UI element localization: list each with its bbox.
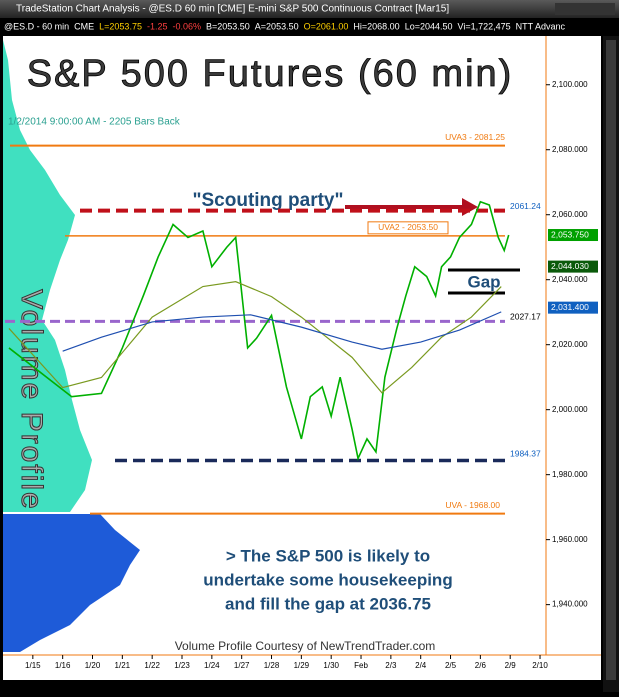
annotation: "Scouting party" [192,190,343,211]
price-line [62,311,502,352]
price-marker [548,260,598,273]
annotation: > The S&P 500 is likely to [226,546,430,565]
info-item: -0.06% [172,21,201,31]
scroll-thumb[interactable] [606,40,616,680]
price-marker-label: 2,053.750 [551,229,589,239]
info-item: Hi=2068.00 [353,21,399,31]
info-item: @ES.D - 60 min [4,21,69,31]
volume-profile [3,514,140,652]
x-tick-label: 1/15 [25,661,41,670]
x-tick-label: 1/22 [144,661,160,670]
info-bar [0,18,619,36]
x-tick-label: 2/10 [532,661,548,670]
info-item: O=2061.00 [304,21,349,31]
price-line [8,200,510,461]
info-item: Lo=2044.50 [405,21,453,31]
annotation: and fill the gap at 2036.75 [225,594,431,613]
x-tick-label: 1/30 [323,661,339,670]
window-title: TradeStation Chart Analysis - @ES.D 60 m… [16,4,449,15]
price-line [8,281,502,394]
credit: Volume Profile Courtesy of NewTrendTrade… [175,639,436,653]
x-tick-label: 1/27 [234,661,250,670]
x-tick-label: 2/3 [385,661,397,670]
window-buttons[interactable] [555,3,615,15]
level-label: 2061.24 [510,201,541,211]
price-marker [548,301,598,314]
x-tick-label: 1/16 [55,661,71,670]
x-tick-label: 2/9 [505,661,517,670]
x-tick-label: 2/6 [475,661,487,670]
y-tick-label: 1,940.000 [552,600,588,609]
y-tick-label: 2,100.000 [552,80,588,89]
x-tick-label: Feb [354,661,368,670]
level-label: UVA - 1968.00 [445,500,500,510]
info-item: Vi=1,722,475 [458,21,511,31]
x-tick-label: 1/29 [294,661,310,670]
info-item: A=2053.50 [255,21,299,31]
chart-title: S&P 500 Futures (60 min) [27,53,514,95]
info-item: CME [74,21,94,31]
info-item: B=2053.50 [206,21,250,31]
x-tick-label: 2/5 [445,661,457,670]
price-marker [548,229,598,242]
y-tick-label: 2,020.000 [552,340,588,349]
arrow [345,198,478,216]
volume-profile [3,40,92,512]
y-tick-label: 2,000.000 [552,405,588,414]
annotation: undertake some housekeeping [203,570,452,589]
title-bar [0,0,619,18]
info-item: NTT Advanc [516,21,566,31]
price-marker-label: 2,044.030 [551,261,589,271]
level-label: 2027.17 [510,312,541,322]
annotation: Volume Profile [15,289,48,510]
price-marker-label: 2,031.400 [551,302,589,312]
annotation: Gap [467,272,500,291]
level-label: UVA2 - 2053.50 [378,222,438,232]
info-item: -1.25 [147,21,168,31]
y-tick-label: 2,060.000 [552,210,588,219]
y-tick-label: 2,040.000 [552,275,588,284]
x-tick-label: 1/23 [174,661,190,670]
x-tick-label: 1/20 [85,661,101,670]
x-tick-label: 1/28 [264,661,280,670]
x-tick-label: 1/24 [204,661,220,670]
y-tick-label: 1,980.000 [552,470,588,479]
level-label: 1984.37 [510,449,541,459]
x-tick-label: 2/4 [415,661,427,670]
label-box [367,221,449,235]
chart-subtitle: 1/2/2014 9:00:00 AM - 2205 Bars Back [8,117,181,128]
level-label: UVA3 - 2081.25 [445,132,505,142]
y-tick-label: 2,080.000 [552,145,588,154]
x-tick-label: 1/21 [115,661,131,670]
info-items: @ES.D - 60 min CME L=2053.75 -1.25 -0.06% B=2… [4,21,565,31]
info-item: L=2053.75 [99,21,142,31]
y-tick-label: 1,960.000 [552,535,588,544]
